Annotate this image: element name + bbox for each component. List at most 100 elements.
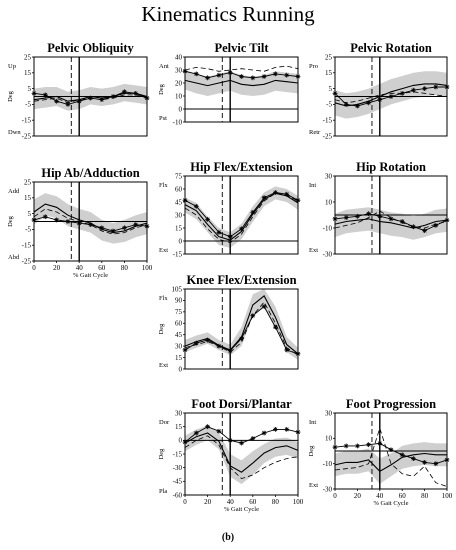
positive-direction-label: Ant bbox=[159, 63, 169, 70]
star-marker bbox=[261, 195, 267, 201]
star-marker bbox=[88, 222, 93, 228]
star-marker bbox=[216, 72, 222, 78]
star-marker bbox=[193, 340, 199, 346]
y-tick-label: 0 bbox=[179, 105, 183, 113]
star-marker bbox=[65, 102, 71, 107]
star-marker bbox=[193, 71, 199, 77]
star-marker bbox=[273, 324, 278, 330]
star-marker bbox=[54, 98, 59, 104]
star-marker bbox=[42, 92, 48, 98]
star-marker bbox=[99, 97, 105, 103]
y-tick-label: 30 bbox=[175, 66, 183, 74]
positive-direction-label: Flx bbox=[159, 295, 168, 302]
negative-direction-label: Ext bbox=[159, 362, 168, 369]
x-tick-label: 60 bbox=[98, 264, 106, 272]
x-tick-label: 80 bbox=[421, 492, 429, 500]
y-tick-label: 45 bbox=[175, 198, 183, 206]
star-marker bbox=[399, 90, 405, 96]
star-marker bbox=[411, 456, 416, 461]
star-marker bbox=[239, 226, 244, 232]
panel-5: Hip Rotation 30 10 -10 -30 Int Ext bbox=[309, 160, 450, 258]
figure-title: Kinematics Running bbox=[141, 2, 315, 26]
y-tick-label: 60 bbox=[175, 185, 183, 193]
normal-band bbox=[185, 70, 298, 96]
star-marker bbox=[76, 220, 82, 226]
panel-title: Pelvic Obliquity bbox=[47, 41, 134, 55]
y-tick-label: 15 bbox=[175, 354, 183, 362]
panel-title: Hip Flex/Extension bbox=[190, 160, 292, 174]
x-axis-label: % Gait Cycle bbox=[224, 506, 259, 513]
y-tick-label: -45 bbox=[173, 478, 183, 486]
y-tick-label: -15 bbox=[22, 242, 32, 250]
panel-title: Hip Ab/Adduction bbox=[41, 166, 139, 180]
y-tick-label: 45 bbox=[175, 331, 183, 339]
y-tick-label: 15 bbox=[24, 194, 32, 202]
x-tick-label: 80 bbox=[121, 264, 129, 272]
y-tick-label: 30 bbox=[175, 342, 183, 350]
positive-direction-label: Dor bbox=[159, 419, 170, 426]
plot-frame bbox=[334, 412, 448, 490]
y-tick-label: 75 bbox=[175, 172, 183, 180]
series-dashed bbox=[334, 210, 448, 229]
series-mean bbox=[334, 83, 448, 107]
star-marker bbox=[411, 87, 416, 93]
star-marker bbox=[239, 74, 244, 79]
x-tick-label: 40 bbox=[76, 264, 84, 272]
x-tick-label: 0 bbox=[333, 492, 337, 500]
star-marker bbox=[411, 224, 416, 230]
star-marker bbox=[250, 210, 256, 215]
positive-direction-label: Int bbox=[309, 182, 316, 189]
negative-direction-label: Retr bbox=[309, 129, 321, 136]
y-tick-label: 90 bbox=[175, 297, 183, 305]
negative-direction-label: Ext bbox=[309, 482, 318, 489]
star-marker bbox=[193, 430, 199, 436]
star-marker bbox=[205, 216, 210, 222]
star-marker bbox=[205, 424, 210, 430]
star-marker bbox=[388, 94, 394, 99]
y-tick-label: -10 bbox=[173, 118, 183, 126]
star-marker bbox=[250, 436, 256, 441]
star-marker bbox=[284, 427, 290, 432]
series-dashed bbox=[334, 426, 448, 487]
star-marker bbox=[273, 427, 278, 432]
y-tick-label: 5 bbox=[28, 210, 32, 218]
star-marker bbox=[343, 215, 349, 220]
y-tick-label: -25 bbox=[323, 132, 333, 140]
panel-title: Pelvic Rotation bbox=[350, 41, 432, 55]
star-marker bbox=[422, 228, 427, 233]
panel-title: Hip Rotation bbox=[356, 160, 426, 174]
y-axis-label: Deg bbox=[158, 323, 165, 335]
x-tick-label: 100 bbox=[442, 492, 453, 500]
y-tick-label: 5 bbox=[28, 85, 32, 93]
star-marker bbox=[216, 343, 222, 349]
y-axis-label: Deg bbox=[308, 445, 315, 457]
star-marker bbox=[216, 428, 222, 434]
y-tick-label: 25 bbox=[24, 53, 32, 61]
star-marker bbox=[366, 211, 371, 217]
star-marker bbox=[122, 225, 127, 231]
star-marker bbox=[227, 70, 233, 75]
y-tick-label: -5 bbox=[25, 101, 31, 109]
x-tick-label: 40 bbox=[376, 492, 384, 500]
negative-direction-label: Ext bbox=[309, 247, 318, 254]
y-tick-label: 30 bbox=[175, 211, 183, 219]
x-tick-label: 100 bbox=[142, 264, 153, 272]
y-tick-label: 10 bbox=[325, 435, 333, 443]
star-marker bbox=[284, 72, 290, 78]
star-marker bbox=[399, 219, 405, 224]
star-marker bbox=[388, 447, 394, 453]
star-marker bbox=[65, 219, 71, 224]
star-marker bbox=[377, 441, 383, 446]
star-marker bbox=[133, 222, 139, 228]
star-marker bbox=[110, 228, 116, 234]
star-marker bbox=[216, 229, 222, 235]
normal-band bbox=[34, 193, 147, 244]
plot-frame bbox=[33, 181, 148, 262]
x-tick-label: 100 bbox=[293, 498, 304, 506]
x-axis-label: % Gait Cycle bbox=[73, 272, 108, 279]
x-tick-label: 40 bbox=[227, 498, 235, 506]
star-marker bbox=[133, 90, 139, 96]
y-tick-label: -15 bbox=[22, 117, 32, 125]
y-tick-label: 0 bbox=[179, 437, 183, 445]
x-tick-label: 20 bbox=[53, 264, 61, 272]
